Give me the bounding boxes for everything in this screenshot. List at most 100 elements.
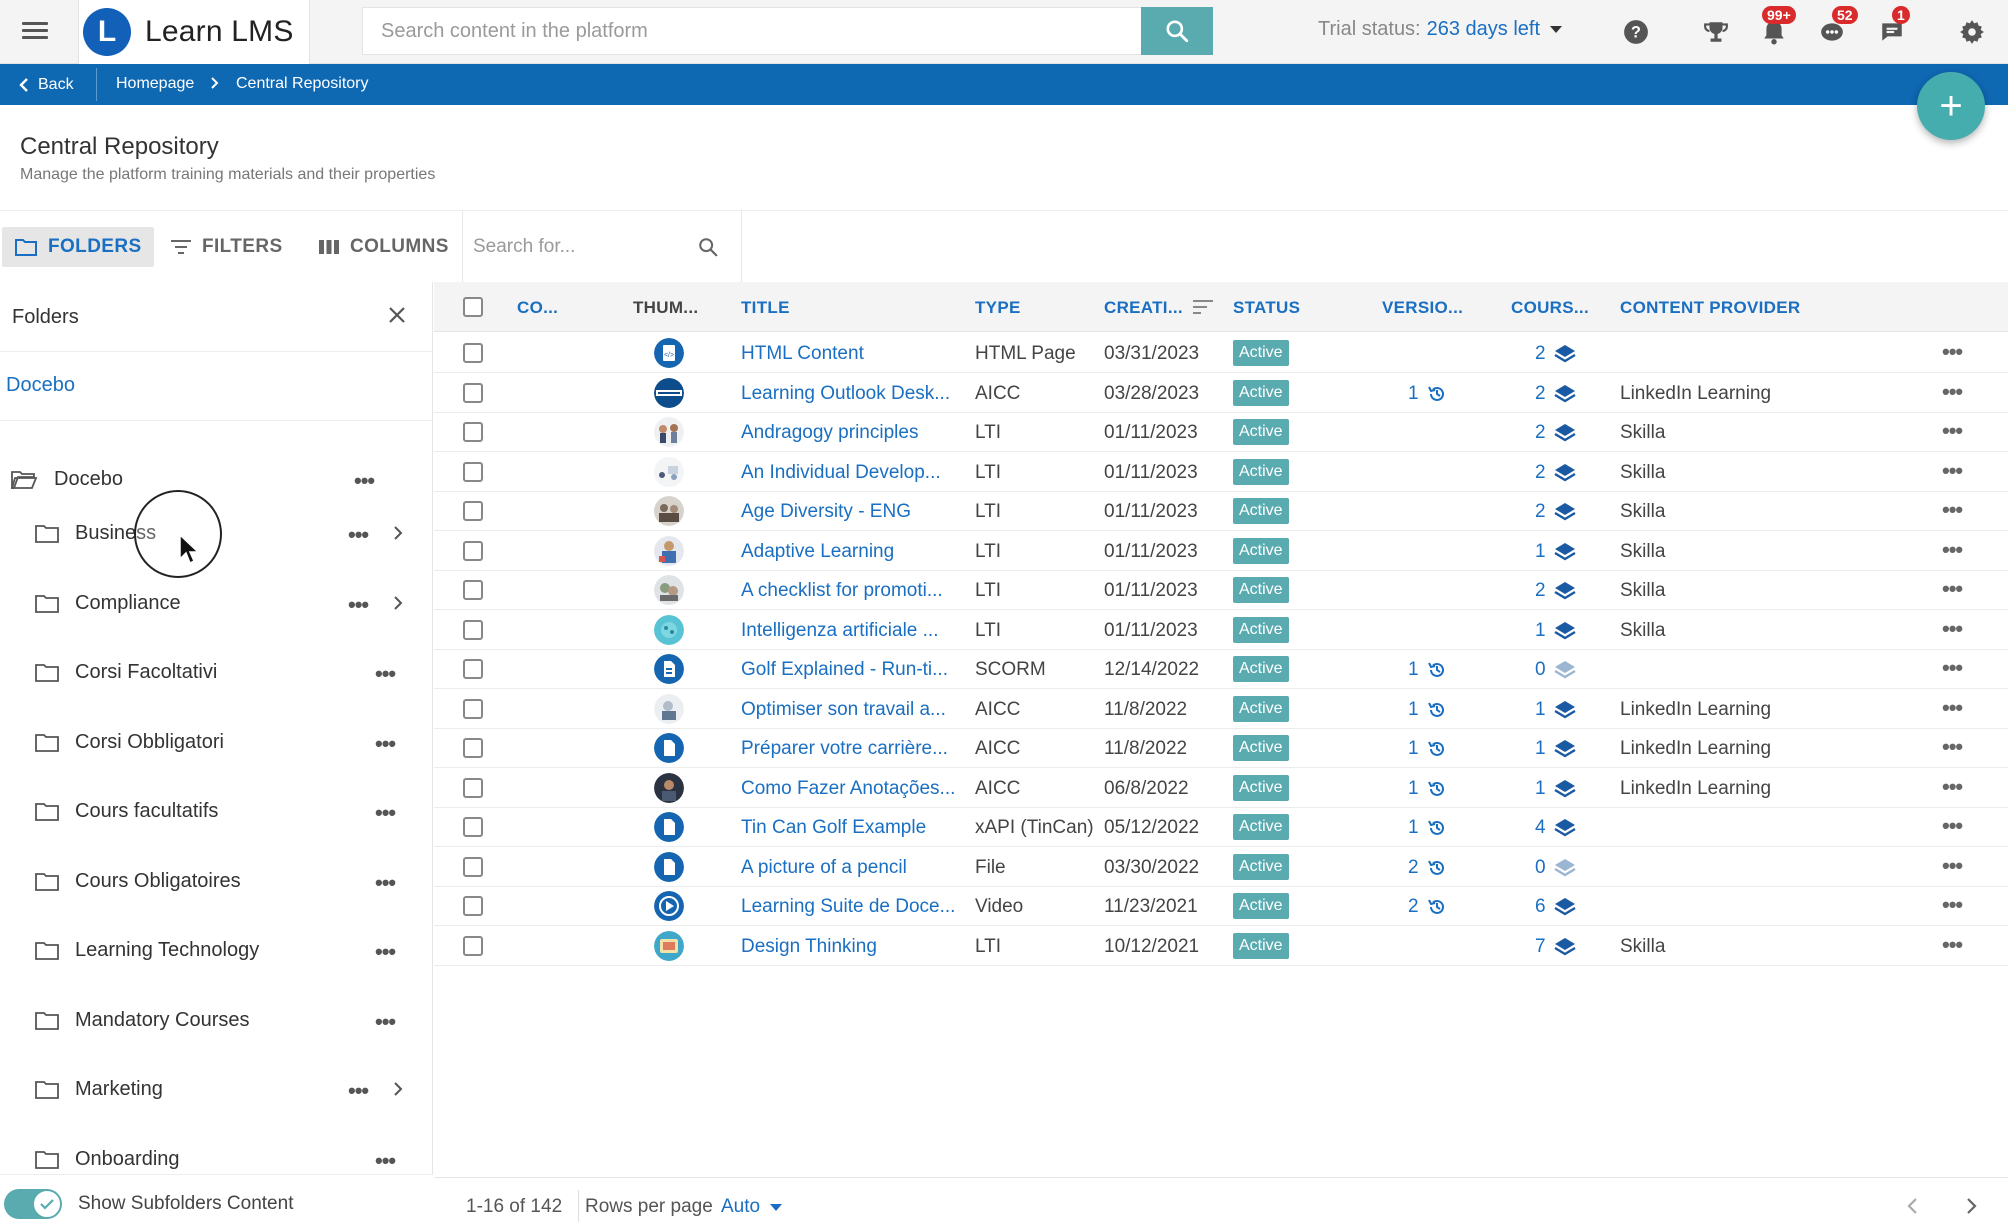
row-versions[interactable]: 1 <box>1408 817 1447 839</box>
row-checkbox[interactable] <box>463 738 483 758</box>
brand[interactable]: L Learn LMS <box>78 0 310 64</box>
table-row[interactable]: Préparer votre carrière... AICC 11/8/2022 A… <box>434 728 2008 768</box>
row-courses[interactable]: 4 <box>1535 817 1576 839</box>
table-row[interactable]: Como Fazer Anotações... AICC 06/8/2022 Acti… <box>434 768 2008 808</box>
search-button[interactable] <box>1141 7 1213 55</box>
row-checkbox[interactable] <box>463 935 483 956</box>
columns-button[interactable]: COLUMNS <box>306 227 461 267</box>
subfolders-toggle[interactable] <box>4 1189 62 1219</box>
more-icon[interactable]: ••• <box>348 591 369 617</box>
more-icon[interactable]: ••• <box>354 468 375 493</box>
column-header-created[interactable]: CREATI... <box>1104 298 1183 317</box>
column-header-courses[interactable]: COURS... <box>1511 298 1589 317</box>
row-versions[interactable]: 1 <box>1408 738 1447 760</box>
row-courses[interactable]: 0 <box>1535 659 1576 681</box>
folder-item[interactable]: Compliance ••• <box>0 579 433 629</box>
more-icon[interactable]: ••• <box>1942 773 1963 799</box>
rows-per-page-select[interactable]: Auto <box>721 1196 783 1218</box>
more-icon[interactable]: ••• <box>1942 615 1963 641</box>
more-icon[interactable]: ••• <box>1942 694 1963 720</box>
row-title[interactable]: Learning Suite de Doce... <box>741 896 956 917</box>
row-title[interactable]: Tin Can Golf Example <box>741 817 927 838</box>
table-row[interactable]: An Individual Develop... LTI 01/11/2023 Act… <box>434 452 2008 492</box>
messages-icon[interactable]: 52 <box>1816 6 1858 48</box>
row-courses[interactable]: 2 <box>1535 462 1576 484</box>
table-row[interactable]: Learning Suite de Doce... Video 11/23/2021… <box>434 886 2008 926</box>
next-page-icon[interactable] <box>1964 1196 1978 1221</box>
select-all-checkbox[interactable] <box>463 297 483 317</box>
row-courses[interactable]: 6 <box>1535 896 1576 918</box>
row-versions[interactable]: 1 <box>1408 383 1447 405</box>
row-courses[interactable]: 1 <box>1535 778 1576 800</box>
row-checkbox[interactable] <box>463 580 483 600</box>
more-icon[interactable]: ••• <box>1942 931 1963 957</box>
row-checkbox[interactable] <box>463 817 483 837</box>
row-versions[interactable]: 2 <box>1408 896 1447 918</box>
column-header-thumbnail[interactable]: THUM... <box>633 298 699 317</box>
row-title[interactable]: Design Thinking <box>741 935 877 957</box>
table-row[interactable]: Golf Explained - Run-ti... SCORM 12/14/202… <box>434 649 2008 689</box>
folder-item[interactable]: Learning Technology ••• <box>0 926 433 976</box>
more-icon[interactable]: ••• <box>375 730 396 756</box>
row-checkbox[interactable] <box>463 698 483 719</box>
folder-item[interactable]: Marketing ••• <box>0 1065 433 1115</box>
row-courses[interactable]: 0 <box>1535 857 1576 879</box>
row-title[interactable]: Andragogy principles <box>741 422 919 443</box>
more-icon[interactable]: ••• <box>1942 734 1963 759</box>
table-row[interactable]: Tin Can Golf Example xAPI (TinCan) 05/12/2… <box>434 807 2008 847</box>
row-checkbox[interactable] <box>463 777 483 798</box>
more-icon[interactable]: ••• <box>375 1008 396 1034</box>
table-row[interactable]: Learning Outlook Desk... AICC 03/28/2023 Ac… <box>434 373 2008 413</box>
folder-item[interactable]: Corsi Facoltativi ••• <box>0 648 433 698</box>
breadcrumb-home[interactable]: Homepage <box>116 75 195 92</box>
row-title[interactable]: A checklist for promoti... <box>741 580 943 601</box>
row-checkbox[interactable] <box>463 461 483 482</box>
table-row[interactable]: Adaptive Learning LTI 01/11/2023 Active 1 Ski… <box>434 531 2008 571</box>
table-row[interactable]: Optimiser son travail a... AICC 11/8/2022 A… <box>434 689 2008 729</box>
search-icon[interactable] <box>697 236 719 263</box>
row-checkbox[interactable] <box>463 659 483 679</box>
more-icon[interactable]: ••• <box>1942 378 1963 404</box>
column-header-title[interactable]: TITLE <box>741 298 790 317</box>
row-courses[interactable]: 1 <box>1535 699 1576 721</box>
row-courses[interactable]: 2 <box>1535 580 1576 602</box>
row-versions[interactable]: 1 <box>1408 699 1447 721</box>
table-search-input[interactable] <box>473 236 693 258</box>
row-courses[interactable]: 2 <box>1535 501 1576 523</box>
add-button[interactable]: + <box>1917 72 1985 140</box>
row-title[interactable]: Optimiser son travail a... <box>741 698 946 720</box>
more-icon[interactable]: ••• <box>375 939 396 964</box>
table-row[interactable]: Andragogy principles LTI 01/11/2023 Active 2… <box>434 412 2008 452</box>
filters-button[interactable]: FILTERS <box>158 227 295 267</box>
table-row[interactable]: Design Thinking LTI 10/12/2021 Active 7 Skill… <box>434 926 2008 966</box>
more-icon[interactable]: ••• <box>1942 655 1963 680</box>
row-title[interactable]: Intelligenza artificiale ... <box>741 619 939 641</box>
row-checkbox[interactable] <box>463 343 483 363</box>
row-checkbox[interactable] <box>463 619 483 640</box>
more-icon[interactable]: ••• <box>1942 892 1963 917</box>
trial-status[interactable]: Trial status: 263 days left <box>1318 18 1563 41</box>
row-title[interactable]: Préparer votre carrière... <box>741 738 948 759</box>
folder-item[interactable]: Cours facultatifs ••• <box>0 787 433 837</box>
row-versions[interactable]: 2 <box>1408 857 1447 879</box>
more-icon[interactable]: ••• <box>348 1078 369 1103</box>
global-search-input[interactable] <box>363 8 1141 54</box>
row-courses[interactable]: 1 <box>1535 541 1576 563</box>
row-checkbox[interactable] <box>463 382 483 403</box>
prev-page-icon[interactable] <box>1906 1196 1920 1221</box>
trophy-icon[interactable] <box>1700 16 1732 48</box>
chevron-right-icon[interactable] <box>392 594 404 617</box>
row-courses[interactable]: 2 <box>1535 343 1576 365</box>
row-courses[interactable]: 1 <box>1535 620 1576 642</box>
table-row[interactable]: </> HTML Content HTML Page 03/31/2023 Active… <box>434 333 2008 373</box>
row-courses[interactable]: 7 <box>1535 936 1576 958</box>
more-icon[interactable]: ••• <box>375 1147 396 1173</box>
row-title[interactable]: Adaptive Learning <box>741 540 895 562</box>
row-courses[interactable]: 1 <box>1535 738 1576 760</box>
column-header-provider[interactable]: CONTENT PROVIDER <box>1620 298 1801 317</box>
table-row[interactable]: A picture of a pencil File 03/30/2022 Activ… <box>434 847 2008 887</box>
row-title[interactable]: Learning Outlook Desk... <box>741 382 951 404</box>
chevron-right-icon[interactable] <box>392 1080 404 1103</box>
row-title[interactable]: A picture of a pencil <box>741 856 907 878</box>
row-title[interactable]: Age Diversity - ENG <box>741 501 911 522</box>
